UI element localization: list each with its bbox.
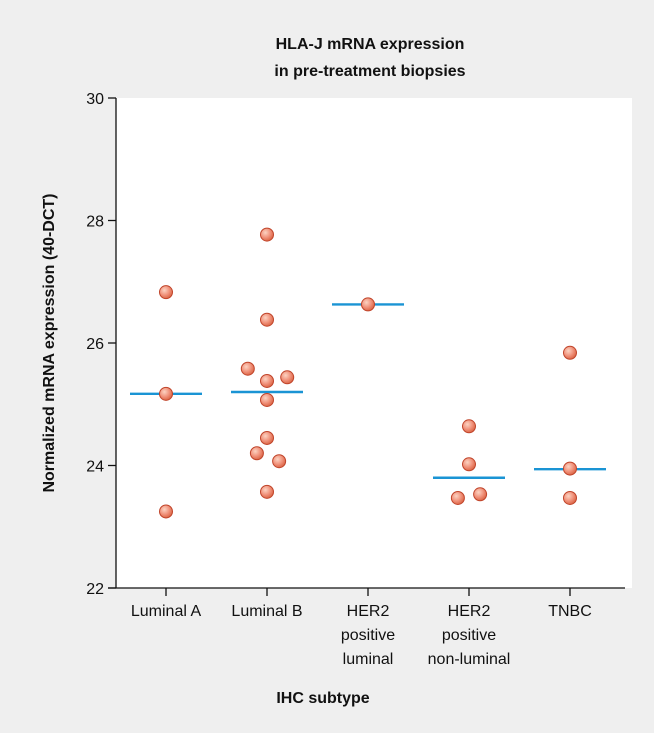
data-point	[462, 457, 476, 472]
y-axis-label: Normalized mRNA expression (40-DCT)	[41, 193, 58, 492]
x-category-label: Luminal A	[131, 603, 202, 620]
x-categories: Luminal A Luminal B HER2 positive luminal HER…	[131, 588, 592, 668]
x-category-label: TNBC	[548, 603, 592, 620]
data-point	[159, 504, 173, 519]
y-tick-label: 28	[86, 214, 104, 231]
x-category-label: positive	[442, 627, 496, 644]
data-point	[450, 490, 465, 505]
y-tick-label: 22	[86, 581, 104, 598]
data-point	[260, 484, 274, 499]
plot-area	[116, 98, 632, 588]
data-point	[361, 297, 375, 312]
chart-title-line-1: HLA-J mRNA expression	[276, 36, 465, 53]
data-point	[473, 487, 488, 502]
x-category-label: HER2	[347, 603, 390, 620]
data-point	[240, 361, 255, 376]
data-point	[249, 446, 264, 461]
data-point	[272, 454, 287, 469]
data-point	[260, 430, 274, 445]
data-point	[563, 490, 577, 505]
x-category-label: positive	[341, 627, 395, 644]
y-tick-label: 24	[86, 459, 104, 476]
data-point	[260, 392, 274, 407]
data-point	[260, 373, 274, 388]
data-point	[159, 386, 173, 401]
x-category-label: HER2	[448, 603, 491, 620]
data-point	[159, 285, 173, 300]
data-point	[462, 419, 476, 434]
data-point	[260, 227, 274, 242]
chart-title-line-2: in pre-treatment biopsies	[274, 63, 465, 80]
x-category-label: luminal	[343, 651, 394, 668]
x-axis-label: IHC subtype	[276, 690, 369, 707]
data-point	[563, 345, 577, 360]
x-category-label: Luminal B	[231, 603, 302, 620]
x-category-label: non-luminal	[428, 651, 511, 668]
y-ticks: 22 24 26 28 30	[86, 91, 116, 598]
data-points	[159, 227, 577, 519]
data-point	[563, 461, 577, 476]
y-tick-label: 30	[86, 91, 104, 108]
data-point	[260, 312, 274, 327]
y-tick-label: 26	[86, 336, 104, 353]
data-point	[280, 370, 295, 385]
